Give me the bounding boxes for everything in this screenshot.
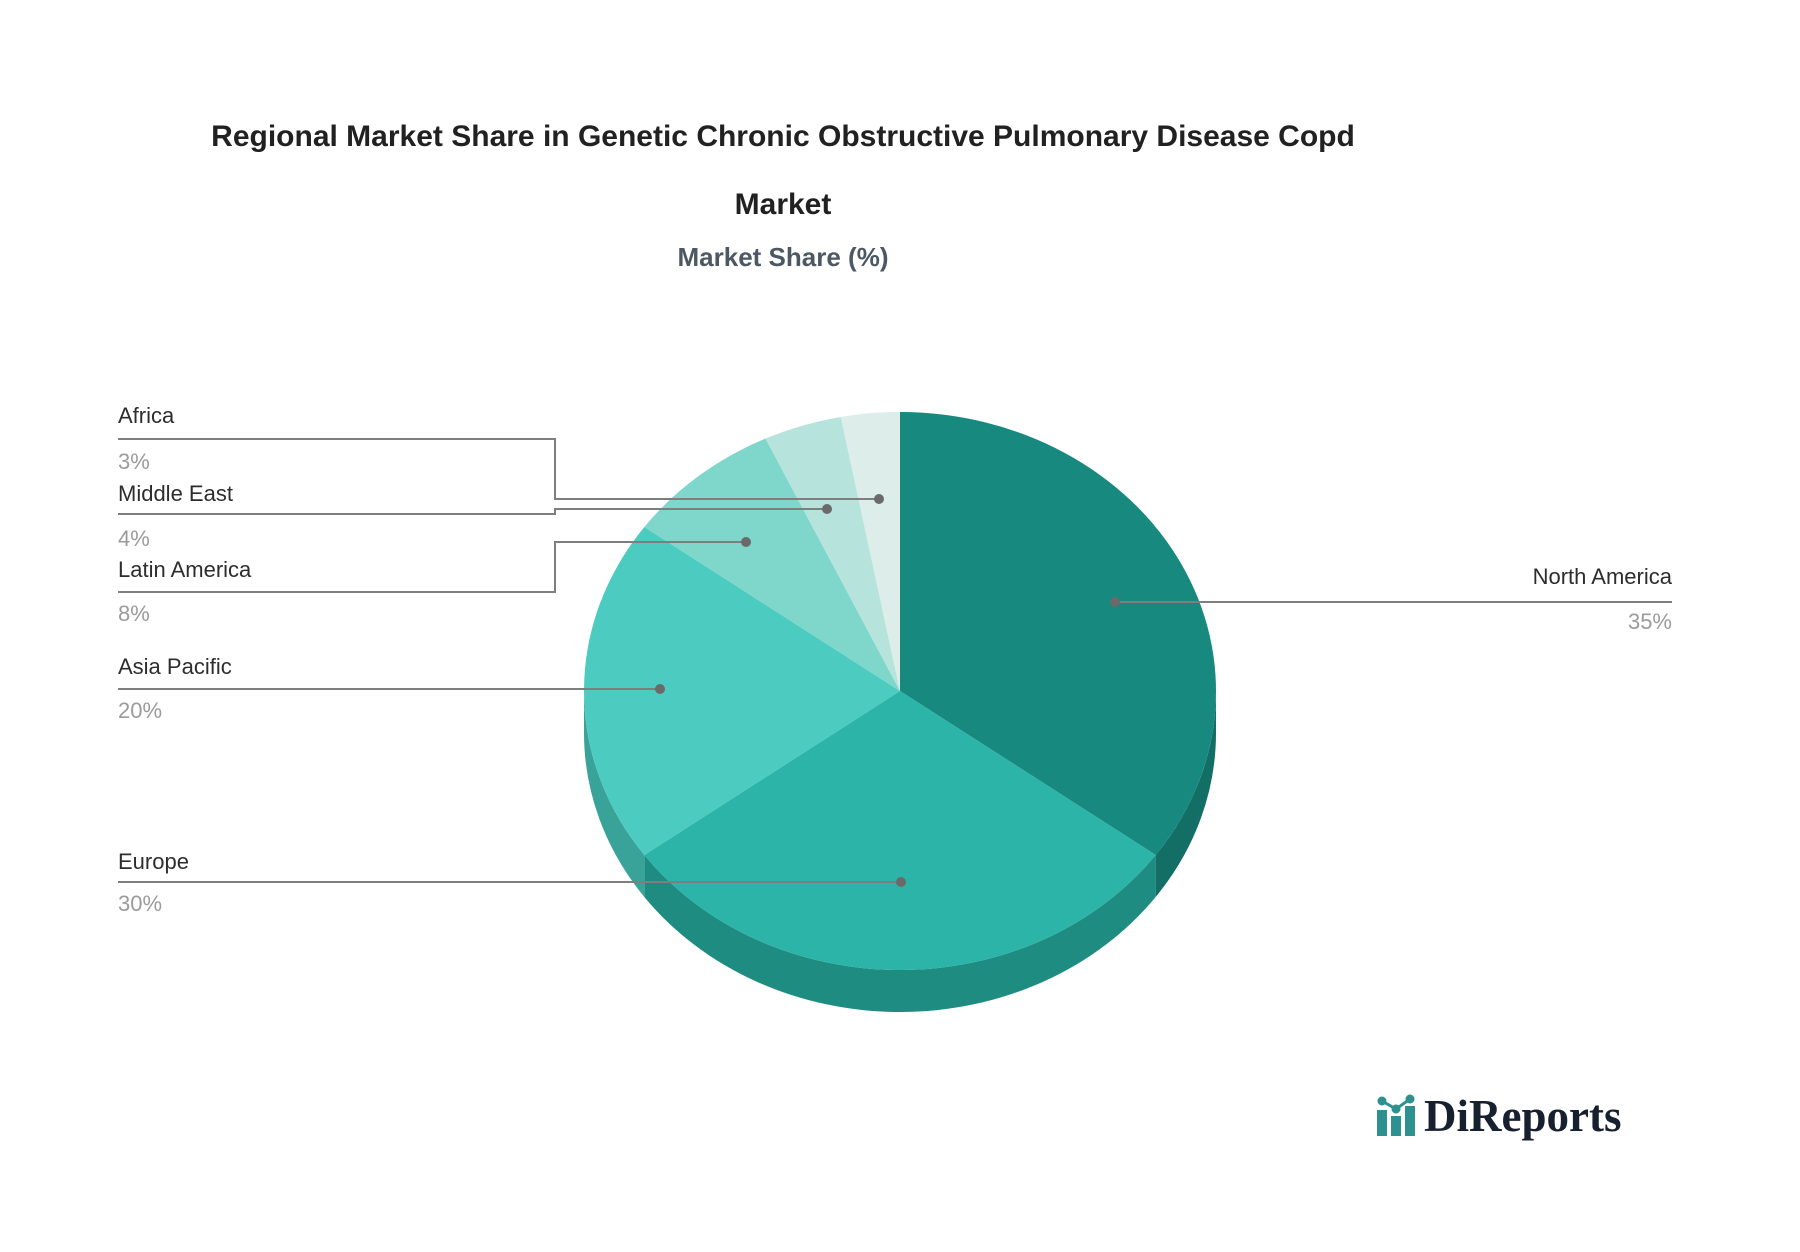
logo-text: DiReports	[1424, 1091, 1622, 1141]
pct-africa: 3%	[118, 449, 150, 474]
chart-title-line1: Regional Market Share in Genetic Chronic…	[211, 120, 1355, 153]
label-asia-pacific: Asia Pacific	[118, 654, 232, 679]
pct-north-america: 35%	[1627, 609, 1672, 634]
pct-europe: 30%	[118, 891, 163, 916]
pct-asia-pacific: 20%	[118, 698, 163, 723]
pct-middle-east: 4%	[118, 526, 150, 551]
pct-latin-america: 8%	[118, 601, 150, 626]
bar-chart-logo-icon	[1377, 1094, 1415, 1136]
chart-title-line2: Market	[734, 188, 832, 221]
label-africa: Africa	[118, 403, 175, 428]
chart-subtitle: Market Share (%)	[677, 242, 889, 272]
direports-logo: DiReports	[1376, 1092, 1621, 1140]
label-middle-east: Middle East	[118, 481, 233, 506]
label-north-america: North America	[1532, 564, 1672, 589]
label-europe: Europe	[118, 849, 189, 874]
label-latin-america: Latin America	[118, 557, 252, 582]
